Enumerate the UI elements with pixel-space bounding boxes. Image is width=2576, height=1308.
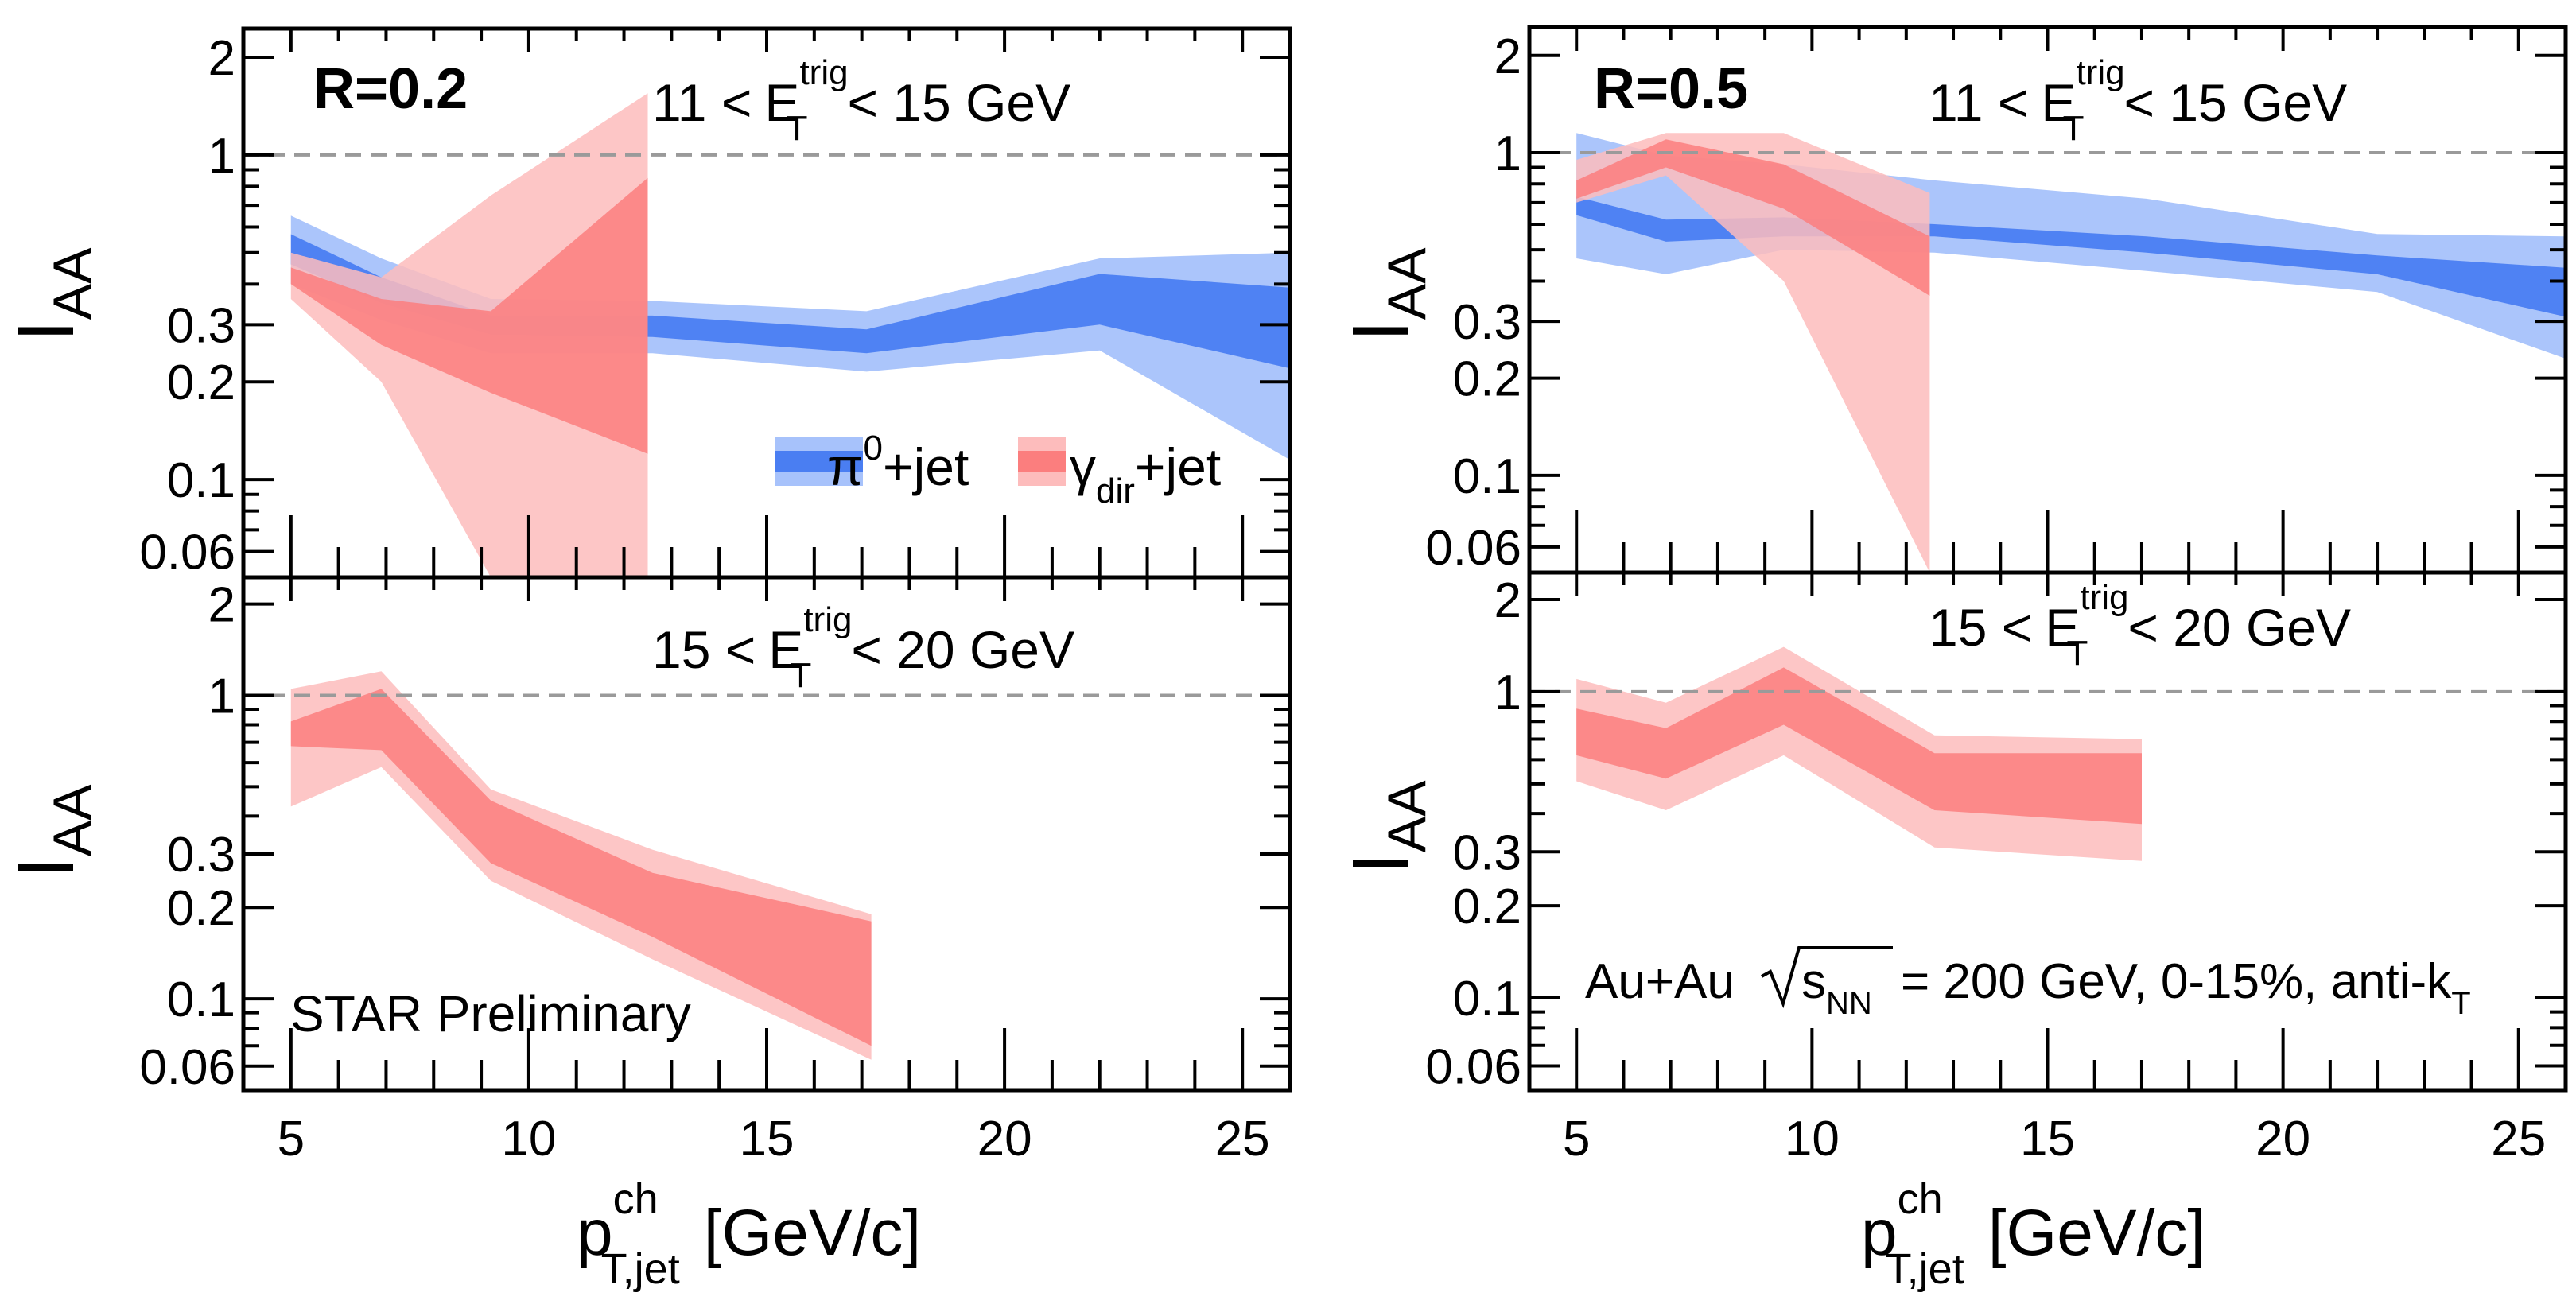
gamma-statistical-band: [1576, 667, 2142, 825]
x-tick-label: 15: [2020, 1112, 2075, 1166]
trigger-label-bottom-right: 15 < Etrig T < 20 GeV: [1929, 578, 2351, 673]
band-group: [290, 671, 872, 1060]
x-axis-title-left: pch T,jet [GeV/c]: [577, 1175, 921, 1293]
system-label-s: sNN: [1801, 954, 1872, 1021]
y-tick-label: 0.1: [1453, 449, 1521, 504]
y-tick-label: 0.06: [139, 526, 235, 580]
legend-label-pi0: π0+jet: [827, 429, 969, 496]
y-tick-label: 1: [1494, 126, 1521, 181]
gamma-statistical-band: [290, 689, 872, 1046]
star-preliminary-label: STAR Preliminary: [290, 985, 691, 1042]
plots-layer: 0.060.10.20.3120.060.10.20.3120.060.10.2…: [139, 25, 2568, 1166]
legend: π0+jet γdir+jet: [775, 429, 1221, 510]
y-tick-label: 0.3: [1453, 295, 1521, 350]
legend-swatch-pi0-inner: [775, 451, 863, 472]
band-group: [1576, 646, 2142, 861]
x-tick-label: 25: [1215, 1112, 1270, 1166]
radius-label-top-left: R=0.2: [313, 57, 468, 121]
y-tick-label: 2: [208, 31, 235, 86]
y-tick-label: 2: [1494, 29, 1521, 84]
x-tick-label: 20: [2255, 1112, 2310, 1166]
y-tick-label: 0.06: [1425, 1040, 1521, 1095]
y-axis-title-bottom-left: IAA: [2, 784, 103, 879]
y-tick-label: 0.06: [139, 1040, 235, 1095]
y-axis-title-top-right: IAA: [1336, 247, 1437, 342]
y-tick-label: 0.2: [167, 355, 235, 410]
x-tick-label: 10: [501, 1112, 556, 1166]
x-tick-label: 20: [977, 1112, 1032, 1166]
y-tick-label: 0.3: [167, 298, 235, 353]
y-tick-label: 0.2: [1453, 879, 1521, 934]
sqrt-sign-icon: [1761, 946, 1893, 1009]
y-tick-label: 0.2: [167, 881, 235, 936]
panel-top-left: 0.06 0.1 0.20.3 1 2: [139, 26, 1292, 580]
system-label: Au+Au sNN = 200 GeV, 0-15%, anti-kT: [1585, 946, 2471, 1021]
y-tick-label: 0.1: [1453, 972, 1521, 1027]
x-tick-label: 10: [1785, 1112, 1840, 1166]
panel-top-right: 0.06 0.1 0.20.3 1 2: [1425, 25, 2568, 576]
system-label-suffix: = 200 GeV, 0-15%, anti-kT: [1901, 954, 2471, 1021]
x-tick-label: 25: [2491, 1112, 2546, 1166]
x-tick-label: 5: [278, 1112, 305, 1166]
y-tick-label: 1: [208, 129, 235, 184]
x-axis-title-right: pch T,jet [GeV/c]: [1861, 1175, 2205, 1293]
trigger-label-bottom-left: 15 < Etrig T < 20 GeV: [652, 600, 1074, 695]
band-group: [290, 93, 1290, 577]
x-tick-label: 15: [740, 1112, 795, 1166]
y-axis-title-top-left: IAA: [2, 247, 103, 342]
gamma-statistical-band: [1576, 139, 1930, 296]
y-tick-label: 0.2: [1453, 352, 1521, 407]
y-tick-label: 0.1: [167, 972, 235, 1027]
band-group: [1576, 133, 2566, 572]
y-axis-title-bottom-right: IAA: [1336, 780, 1437, 875]
y-tick-label: 2: [1494, 573, 1521, 628]
legend-label-gamma: γdir+jet: [1070, 437, 1221, 510]
y-tick-label: 2: [208, 578, 235, 633]
gamma-statistical-band: [290, 177, 648, 454]
legend-swatch-gamma-inner: [1018, 451, 1066, 472]
y-tick-label: 1: [208, 670, 235, 724]
trigger-label-top-left: 11 < Etrig T < 15 GeV: [652, 53, 1070, 148]
y-tick-label: 1: [1494, 666, 1521, 720]
radius-label-top-right: R=0.5: [1594, 57, 1748, 121]
x-tick-label: 5: [1563, 1112, 1590, 1166]
trigger-label-top-right: 11 < Etrig T < 15 GeV: [1929, 53, 2347, 148]
y-tick-label: 0.3: [1453, 825, 1521, 880]
system-label-prefix: Au+Au: [1585, 954, 1735, 1009]
y-tick-label: 0.06: [1425, 521, 1521, 576]
y-tick-label: 0.3: [167, 828, 235, 883]
y-tick-label: 0.1: [167, 453, 235, 508]
